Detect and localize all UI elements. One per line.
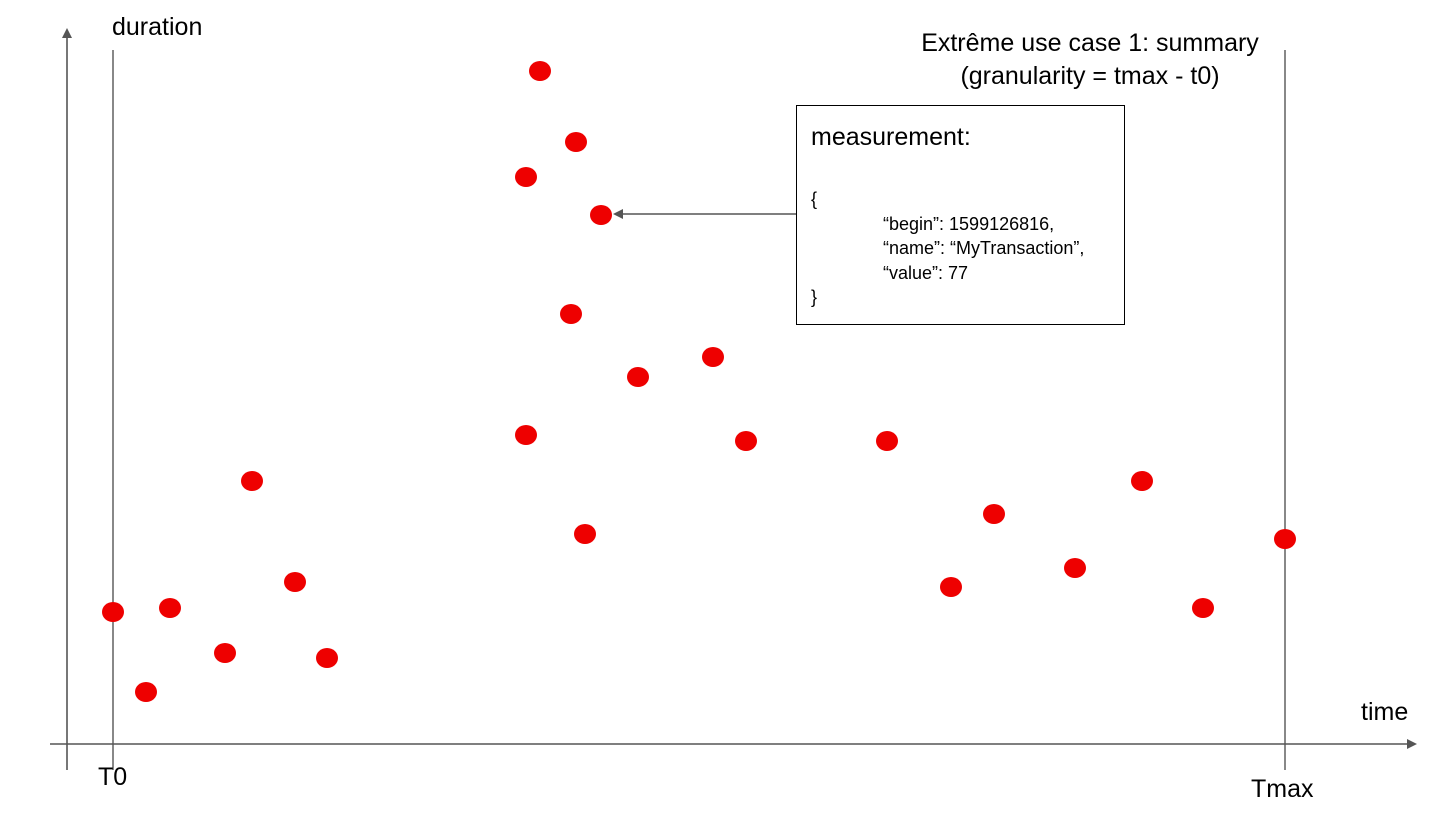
data-point-18	[102, 602, 124, 622]
measurement-heading: measurement:	[811, 123, 971, 151]
tmax-label: Tmax	[1251, 775, 1314, 803]
measurement-box: measurement: { “begin”: 1599126816, “nam…	[796, 105, 1125, 325]
data-point-2	[565, 132, 587, 152]
data-point-24	[135, 682, 157, 702]
data-point-1	[529, 61, 551, 81]
data-point-22	[214, 643, 236, 663]
measurement-json: { “begin”: 1599126816, “name”: “MyTransa…	[811, 187, 1084, 310]
data-point-16	[284, 572, 306, 592]
json-value-line: “value”: 77	[883, 262, 969, 283]
diagram-title: Extrême use case 1: summary (granularity…	[880, 27, 1300, 93]
data-point-12	[574, 524, 596, 544]
data-point-5	[560, 304, 582, 324]
data-points	[102, 61, 1296, 702]
x-axis-label: time	[1361, 698, 1409, 726]
data-point-6	[627, 367, 649, 387]
data-point-14	[1131, 471, 1153, 491]
data-point-17	[159, 598, 181, 618]
data-point-23	[316, 648, 338, 668]
title-line-2: (granularity = tmax - t0)	[960, 62, 1220, 90]
json-name-line: “name”: “MyTransaction”,	[883, 238, 1085, 258]
data-point-20	[1064, 558, 1086, 578]
json-begin-line: “begin”: 1599126816,	[883, 213, 1055, 234]
t0-label: T0	[98, 763, 128, 791]
data-point-13	[983, 504, 1005, 524]
data-point-21	[1192, 598, 1214, 618]
json-open-brace: {	[811, 189, 818, 209]
data-point-11	[241, 471, 263, 491]
data-point-3	[515, 167, 537, 187]
data-point-4	[590, 205, 612, 225]
data-point-9	[735, 431, 757, 451]
data-point-7	[702, 347, 724, 367]
title-line-1: Extrême use case 1: summary	[921, 29, 1259, 57]
json-close-brace: }	[811, 287, 818, 307]
y-axis-label: duration	[112, 13, 203, 41]
data-point-19	[940, 577, 962, 597]
data-point-15	[1274, 529, 1296, 549]
data-point-10	[876, 431, 898, 451]
data-point-8	[515, 425, 537, 445]
